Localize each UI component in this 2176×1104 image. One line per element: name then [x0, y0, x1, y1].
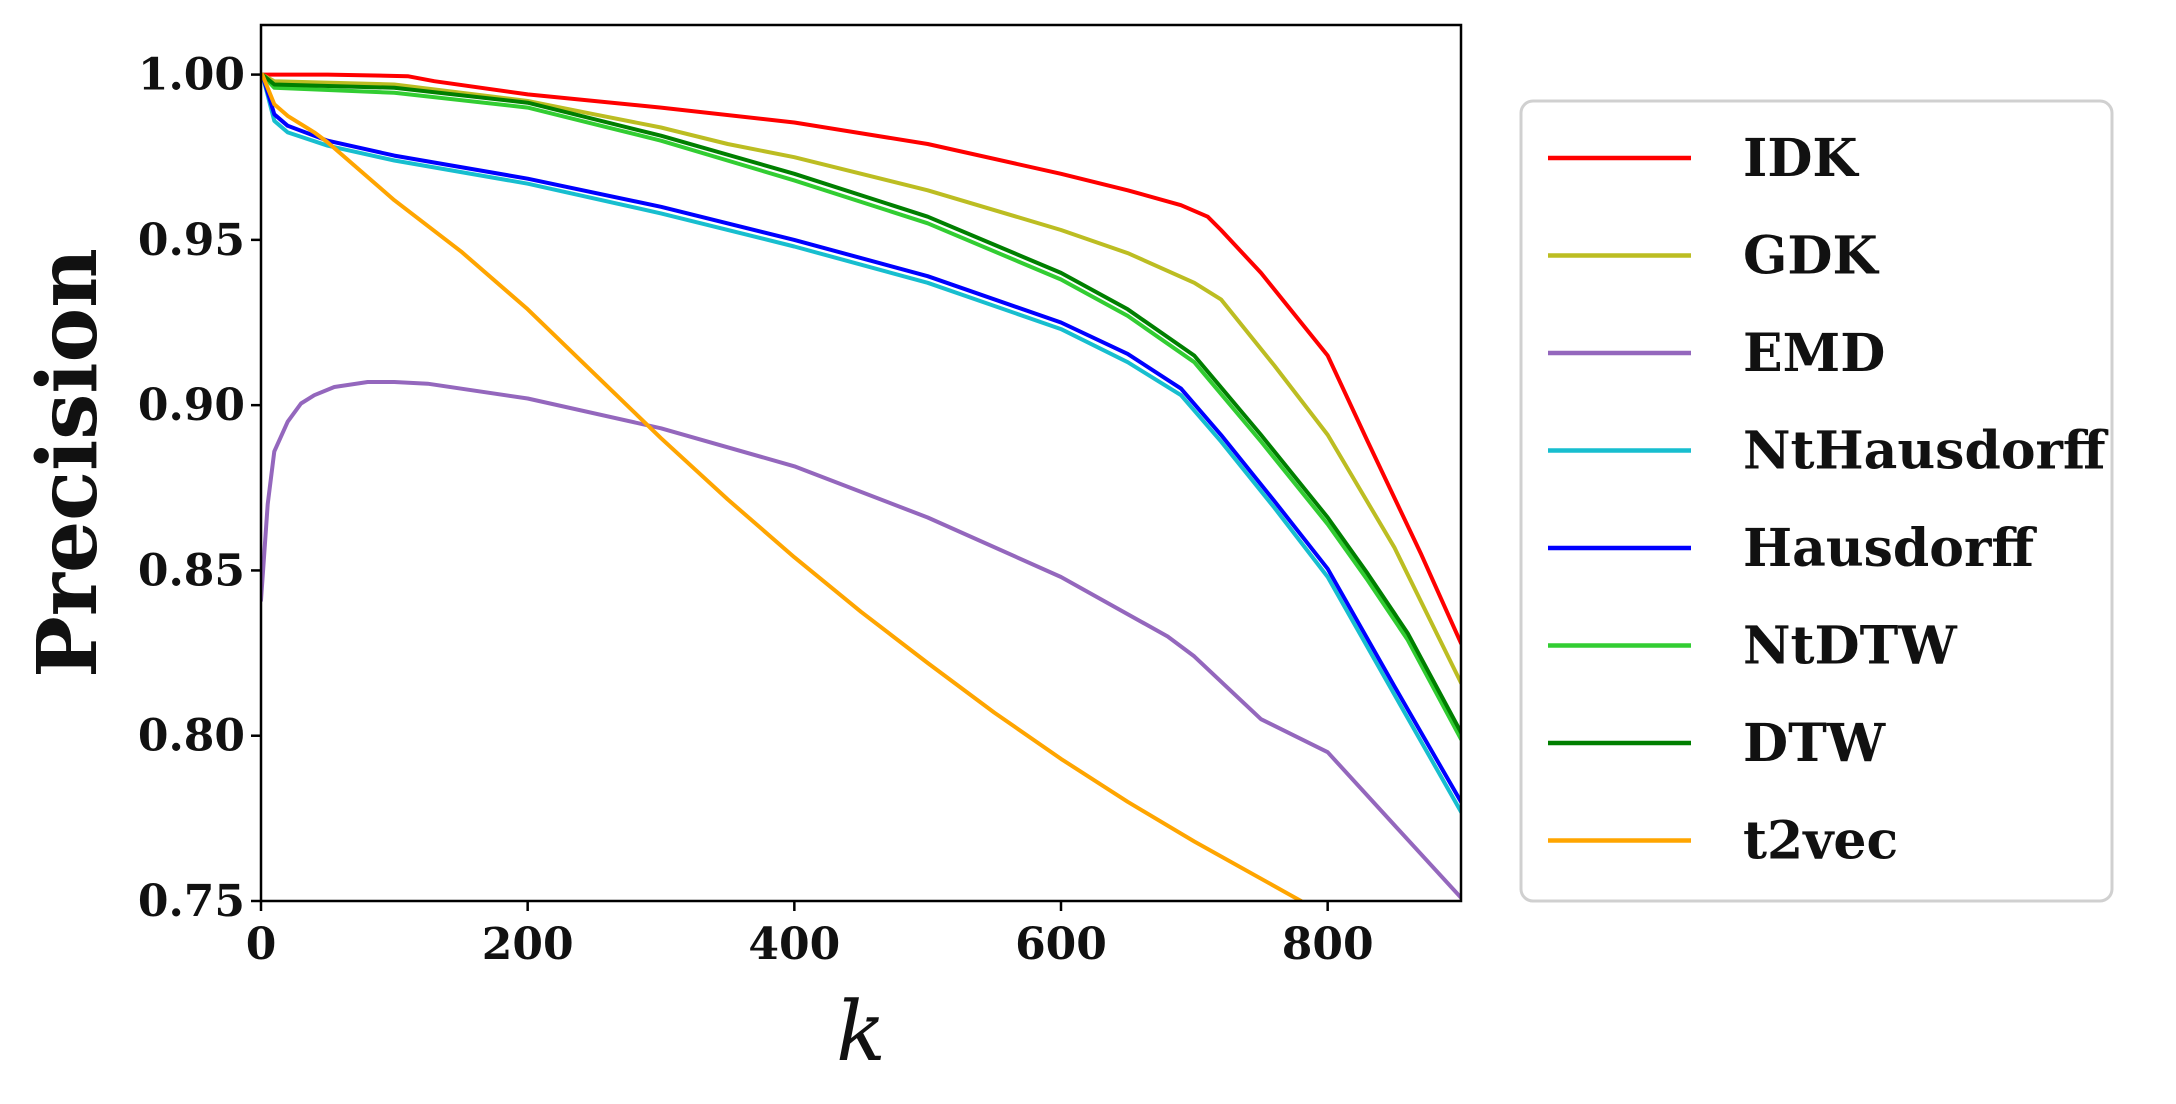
legend-label: GDK: [1743, 226, 1880, 287]
legend-box: [1519, 99, 2114, 903]
legend-entry-emd: EMD: [1548, 323, 1885, 384]
legend-entry-t2vec: t2vec: [1548, 811, 1898, 872]
series-line-idk: [261, 72, 1461, 646]
y-tick-label: 1.00: [138, 50, 245, 101]
legend-label: t2vec: [1743, 811, 1898, 872]
y-tick-label: 0.85: [138, 545, 245, 596]
x-tick-label: 400: [748, 919, 840, 970]
y-axis-label: Precision: [20, 248, 116, 678]
legend-label: IDK: [1743, 128, 1859, 189]
series-line-gdk: [261, 72, 1461, 685]
x-tick-label: 200: [482, 919, 574, 970]
legend-label: Hausdorff: [1743, 518, 2037, 579]
x-tick-label: 0: [246, 919, 277, 970]
x-tick-label: 800: [1282, 919, 1374, 970]
series-line-ntdtw: [261, 72, 1461, 741]
y-tick-label: 0.90: [138, 380, 245, 431]
legend-entry-hausdorff: Hausdorff: [1548, 518, 2037, 579]
legend-label: NtDTW: [1743, 616, 1958, 677]
legend-label: NtHausdorff: [1743, 421, 2109, 482]
series-line-dtw: [261, 72, 1461, 735]
x-axis-label: k: [836, 985, 886, 1080]
series-line-nthausdorff: [261, 72, 1461, 814]
series-line-t2vec: [261, 72, 1303, 901]
legend-entry-dtw: DTW: [1548, 713, 1887, 774]
x-tick-label: 600: [1015, 919, 1107, 970]
plot-frame: [259, 23, 1463, 903]
legend-label: EMD: [1743, 323, 1885, 384]
legend: IDK GDK EMD NtHausdorff Hausdorff NtDTW DTW t2v…: [1519, 99, 2114, 903]
ticks-layer: 0 200 400 600 800 0.75 0.80 0.85 0.90 0.95 1.00: [138, 50, 1374, 970]
plot-background: [261, 25, 1461, 901]
legend-entry-idk: IDK: [1548, 128, 1859, 189]
series-line-emd: [261, 380, 1461, 900]
series-line-hausdorff: [261, 72, 1461, 804]
y-tick-label: 0.75: [138, 876, 245, 927]
legend-entry-ntdtw: NtDTW: [1548, 616, 1958, 677]
legend-entry-nthausdorff: NtHausdorff: [1548, 421, 2109, 482]
legend-entry-gdk: GDK: [1548, 226, 1880, 287]
legend-items: IDK GDK EMD NtHausdorff Hausdorff NtDTW DTW t2v…: [1548, 128, 2109, 872]
y-tick-label: 0.80: [138, 711, 245, 762]
y-tick-label: 0.95: [138, 215, 245, 266]
legend-label: DTW: [1743, 713, 1887, 774]
series-layer: [261, 72, 1461, 901]
